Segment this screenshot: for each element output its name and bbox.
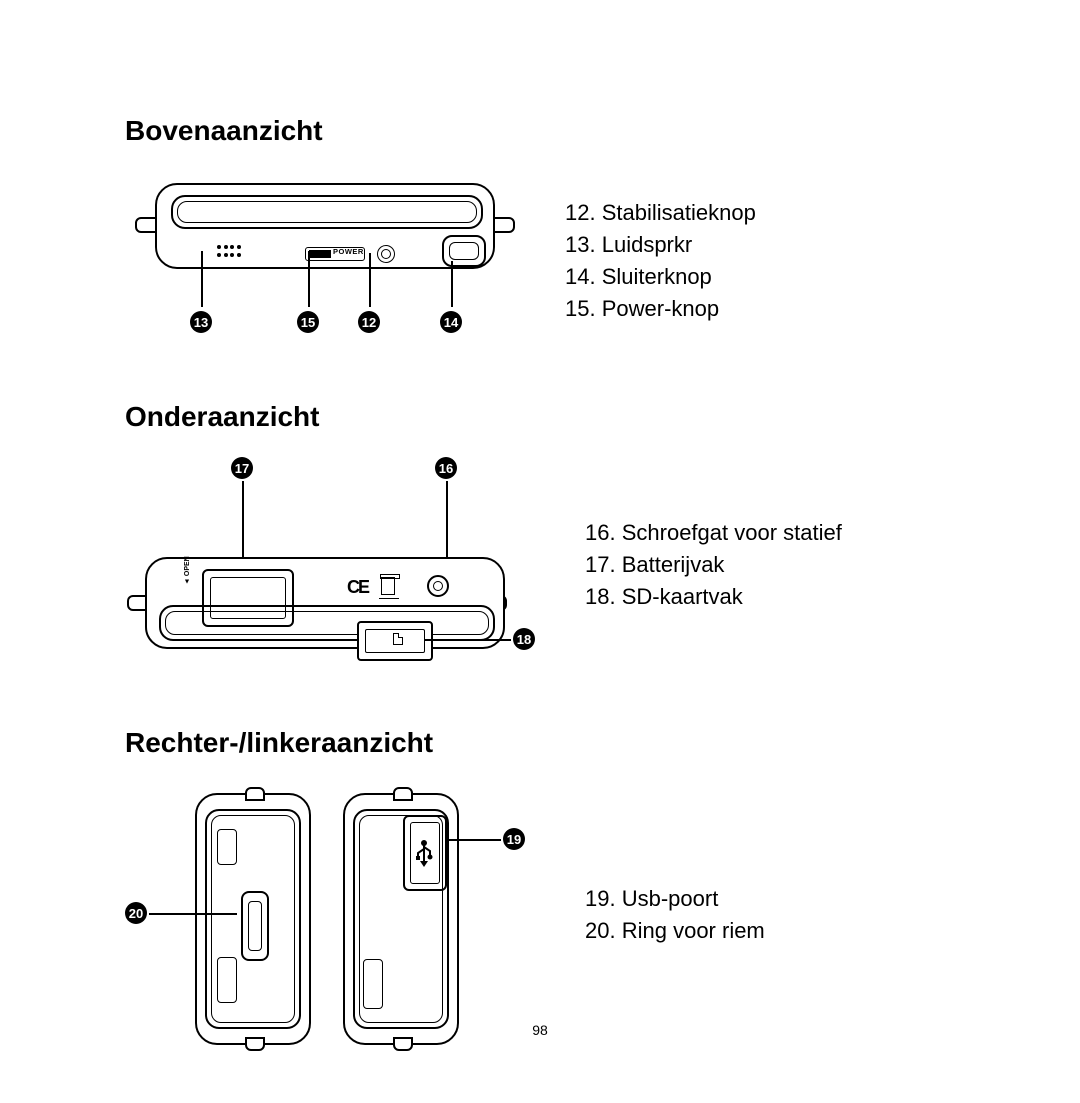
shutter-button-icon bbox=[442, 235, 486, 267]
leader-line bbox=[369, 253, 371, 307]
callout-badge: 12 bbox=[358, 311, 380, 333]
leader-line bbox=[447, 839, 501, 841]
callout-badge: 18 bbox=[513, 628, 535, 650]
side-lug-top bbox=[245, 787, 265, 801]
legend-item: 19. Usb-poort bbox=[585, 883, 955, 915]
diagram-side-views: 19 20 bbox=[125, 783, 545, 1063]
legend-item: 18. SD-kaartvak bbox=[585, 581, 955, 613]
top-inset-panel bbox=[171, 195, 483, 229]
legend-side: 19. Usb-poort 20. Ring voor riem bbox=[545, 783, 955, 947]
side-detail-bar bbox=[217, 829, 237, 865]
legend-item: 17. Batterijvak bbox=[585, 549, 955, 581]
legend-bottom: 16. Schroefgat voor statief 17. Batterij… bbox=[545, 457, 955, 613]
stabilisation-button-icon bbox=[377, 245, 395, 263]
power-label: POWER bbox=[333, 247, 364, 256]
sd-card-glyph-icon bbox=[393, 633, 403, 645]
leader-line bbox=[451, 261, 453, 307]
diagram-top-view: POWER 13 15 12 14 bbox=[125, 171, 525, 361]
diagram-bottom-view: 17 16 OPEN CE bbox=[125, 457, 545, 687]
camera-top-body: POWER bbox=[155, 183, 495, 269]
legend-item: 14. Sluiterknop bbox=[565, 261, 955, 293]
callout-badge: 19 bbox=[503, 828, 525, 850]
section-side-view: Rechter-/linkeraanzicht bbox=[125, 727, 955, 1063]
top-lug-left bbox=[135, 217, 157, 233]
manual-page: Bovenaanzicht POWER bbox=[125, 115, 955, 1103]
callout-badge: 15 bbox=[297, 311, 319, 333]
callout-badge: 16 bbox=[435, 457, 457, 479]
camera-bottom-body: OPEN CE bbox=[145, 557, 505, 649]
tripod-socket-icon bbox=[427, 575, 449, 597]
legend-item: 20. Ring voor riem bbox=[585, 915, 955, 947]
leader-line bbox=[149, 913, 237, 915]
legend-item: 15. Power-knop bbox=[565, 293, 955, 325]
side-lug-bottom bbox=[245, 1037, 265, 1051]
leader-line bbox=[425, 639, 511, 641]
callout-badge: 17 bbox=[231, 457, 253, 479]
heading-top-view: Bovenaanzicht bbox=[125, 115, 955, 147]
side-lug-bottom bbox=[393, 1037, 413, 1051]
callout-badge: 13 bbox=[190, 311, 212, 333]
camera-left-side bbox=[195, 793, 311, 1045]
weee-bin-icon bbox=[381, 577, 395, 595]
bottom-lug-left bbox=[127, 595, 147, 611]
callout-badge: 20 bbox=[125, 902, 147, 924]
speaker-grille-icon bbox=[217, 245, 241, 259]
camera-right-side bbox=[343, 793, 459, 1045]
section-top-view: Bovenaanzicht POWER bbox=[125, 115, 955, 361]
page-number: 98 bbox=[0, 1022, 1080, 1038]
leader-line bbox=[308, 251, 310, 307]
section-bottom-view: Onderaanzicht 17 16 OPEN CE bbox=[125, 401, 955, 687]
legend-item: 13. Luidsprkr bbox=[565, 229, 955, 261]
strap-ring-icon bbox=[241, 891, 269, 961]
open-arrow-label: OPEN bbox=[184, 556, 191, 585]
top-lug-right bbox=[493, 217, 515, 233]
callout-badge: 14 bbox=[440, 311, 462, 333]
ce-mark-icon: CE bbox=[347, 577, 368, 598]
legend-item: 16. Schroefgat voor statief bbox=[585, 517, 955, 549]
heading-side-view: Rechter-/linkeraanzicht bbox=[125, 727, 955, 759]
side-lug-top bbox=[393, 787, 413, 801]
side-detail-bar bbox=[363, 959, 383, 1009]
bottom-inset-panel bbox=[159, 605, 495, 641]
usb-trident-icon bbox=[415, 839, 433, 873]
usb-icon-svg bbox=[415, 839, 433, 867]
side-detail-bar bbox=[217, 957, 237, 1003]
heading-bottom-view: Onderaanzicht bbox=[125, 401, 955, 433]
legend-top: 12. Stabilisatieknop 13. Luidsprkr 14. S… bbox=[525, 171, 955, 325]
legend-item: 12. Stabilisatieknop bbox=[565, 197, 955, 229]
leader-line bbox=[201, 251, 203, 307]
